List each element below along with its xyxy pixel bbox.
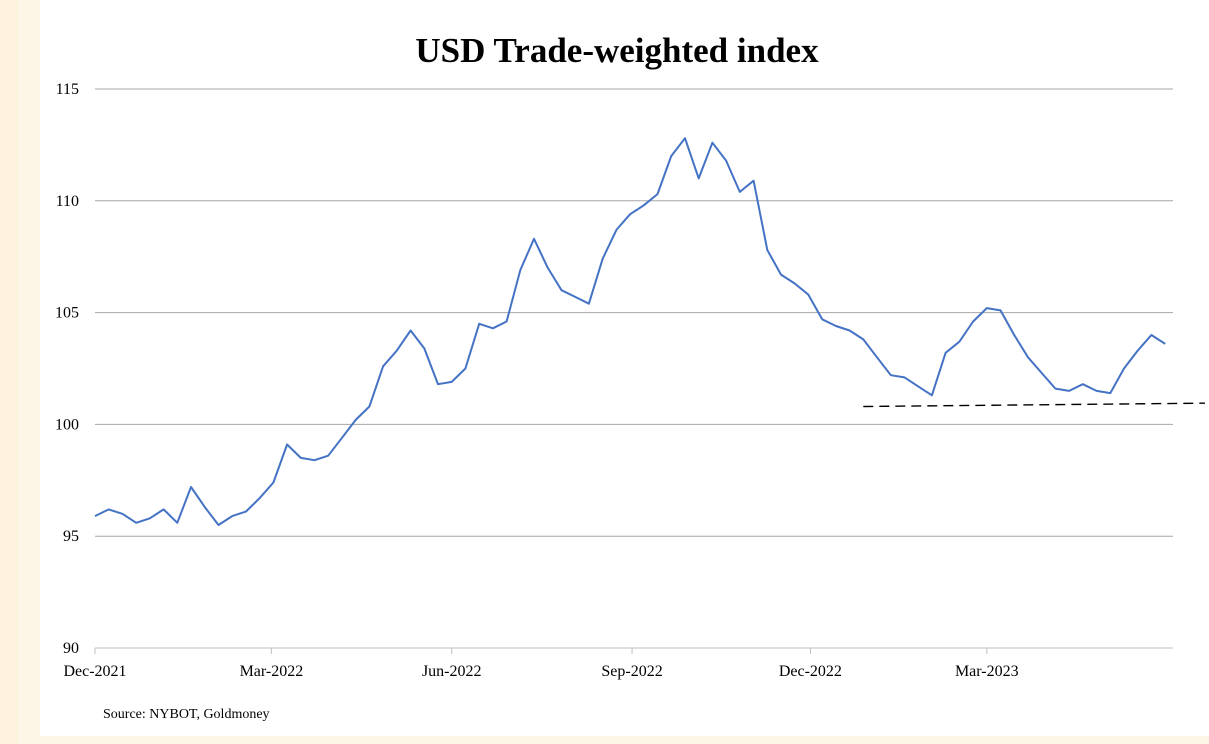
series-group	[94, 137, 1166, 526]
y-tick-label: 115	[56, 81, 79, 98]
x-tick-label: Dec-2022	[779, 663, 842, 680]
y-tick-label: 100	[55, 416, 79, 433]
x-tick-label: Mar-2022	[240, 663, 304, 680]
x-tick-label: Jun-2022	[422, 663, 482, 680]
y-tick-label: 95	[63, 528, 79, 545]
chart-panel	[40, 0, 1209, 736]
chart-frame	[18, 0, 1209, 744]
x-tick-labels: Dec-2021 Mar-2022 Jun-2022 Sep-2022 Dec-2022…	[63, 663, 1018, 680]
x-tick-label: Mar-2023	[955, 663, 1019, 680]
support-reference-line	[863, 402, 1205, 408]
source-note: Source: NYBOT, Goldmoney	[103, 707, 270, 722]
y-gridlines	[95, 88, 1173, 537]
y-tick-label: 110	[56, 193, 79, 210]
x-tick-label: Dec-2021	[63, 663, 126, 680]
y-tick-label: 105	[55, 305, 79, 322]
y-tick-labels: 90 95 100 105 110 115	[55, 81, 79, 657]
x-tick-marks	[94, 648, 988, 654]
chart-title: USD Trade-weighted index	[415, 31, 819, 70]
x-tick-label: Sep-2022	[601, 663, 662, 680]
series-line-0	[94, 137, 1166, 526]
y-tick-label: 90	[63, 640, 79, 657]
